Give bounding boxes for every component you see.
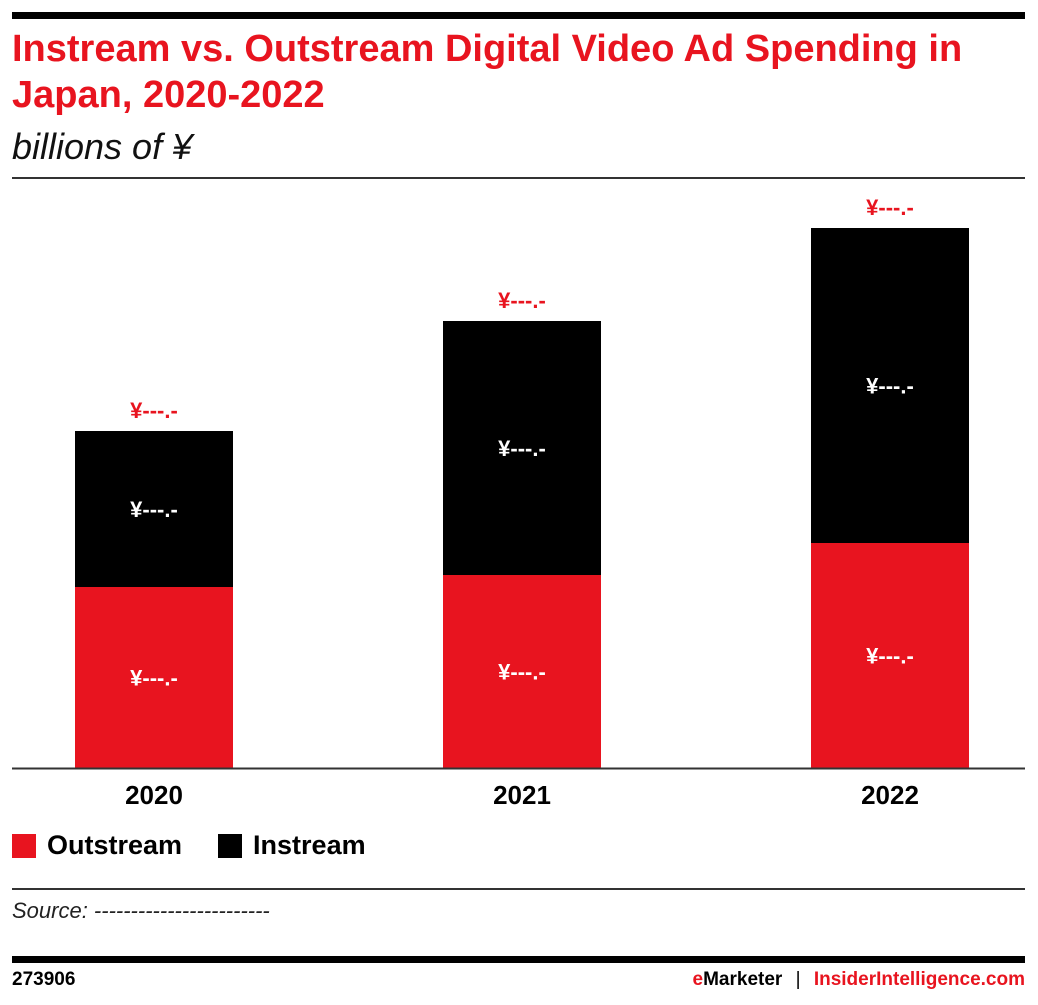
divider xyxy=(12,888,1025,890)
total-label: ¥---.- xyxy=(498,288,546,313)
brand-site[interactable]: InsiderIntelligence.com xyxy=(813,969,1025,990)
top-bar xyxy=(12,12,1025,19)
bottom-bar xyxy=(12,956,1025,963)
legend: Outstream Instream xyxy=(12,830,402,861)
divider xyxy=(12,177,1025,179)
data-label: ¥---.- xyxy=(130,666,178,691)
legend-swatch xyxy=(12,833,36,858)
data-label: ¥---.- xyxy=(866,644,914,669)
bar-instream-2022 xyxy=(811,228,969,543)
brand: eMarketer | InsiderIntelligence.com xyxy=(693,969,1025,991)
chart-subtitle: billions of ¥ xyxy=(12,126,193,167)
chart-title: Instream vs. Outstream Digital Video Ad … xyxy=(12,28,963,116)
data-label: ¥---.- xyxy=(498,660,546,685)
bar-outstream-2022 xyxy=(811,543,969,768)
brand-e: e xyxy=(692,969,704,990)
legend-item-outstream: Outstream xyxy=(12,830,182,861)
source-note: Source: ------------------------ xyxy=(12,898,270,923)
x-tick-label: 2022 xyxy=(861,780,919,810)
x-tick-label: 2020 xyxy=(125,780,183,810)
legend-swatch xyxy=(218,833,243,858)
bar-outstream-2020 xyxy=(75,587,233,768)
bar-outstream-2021 xyxy=(443,575,601,768)
data-label: ¥---.- xyxy=(130,497,178,522)
data-label: ¥---.- xyxy=(866,374,914,399)
legend-item-instream: Instream xyxy=(218,830,366,861)
bar-instream-2021 xyxy=(443,321,601,575)
total-label: ¥---.- xyxy=(130,398,178,423)
data-label: ¥---.- xyxy=(498,436,546,461)
chart-id: 273906 xyxy=(12,969,76,990)
bar-instream-2020 xyxy=(75,431,233,587)
x-tick-label: 2021 xyxy=(493,780,551,810)
brand-separator: | xyxy=(795,969,801,990)
total-label: ¥---.- xyxy=(866,195,914,220)
legend-label: Outstream xyxy=(47,830,183,860)
brand-emarketer: Marketer xyxy=(703,969,783,990)
legend-label: Instream xyxy=(253,830,366,860)
